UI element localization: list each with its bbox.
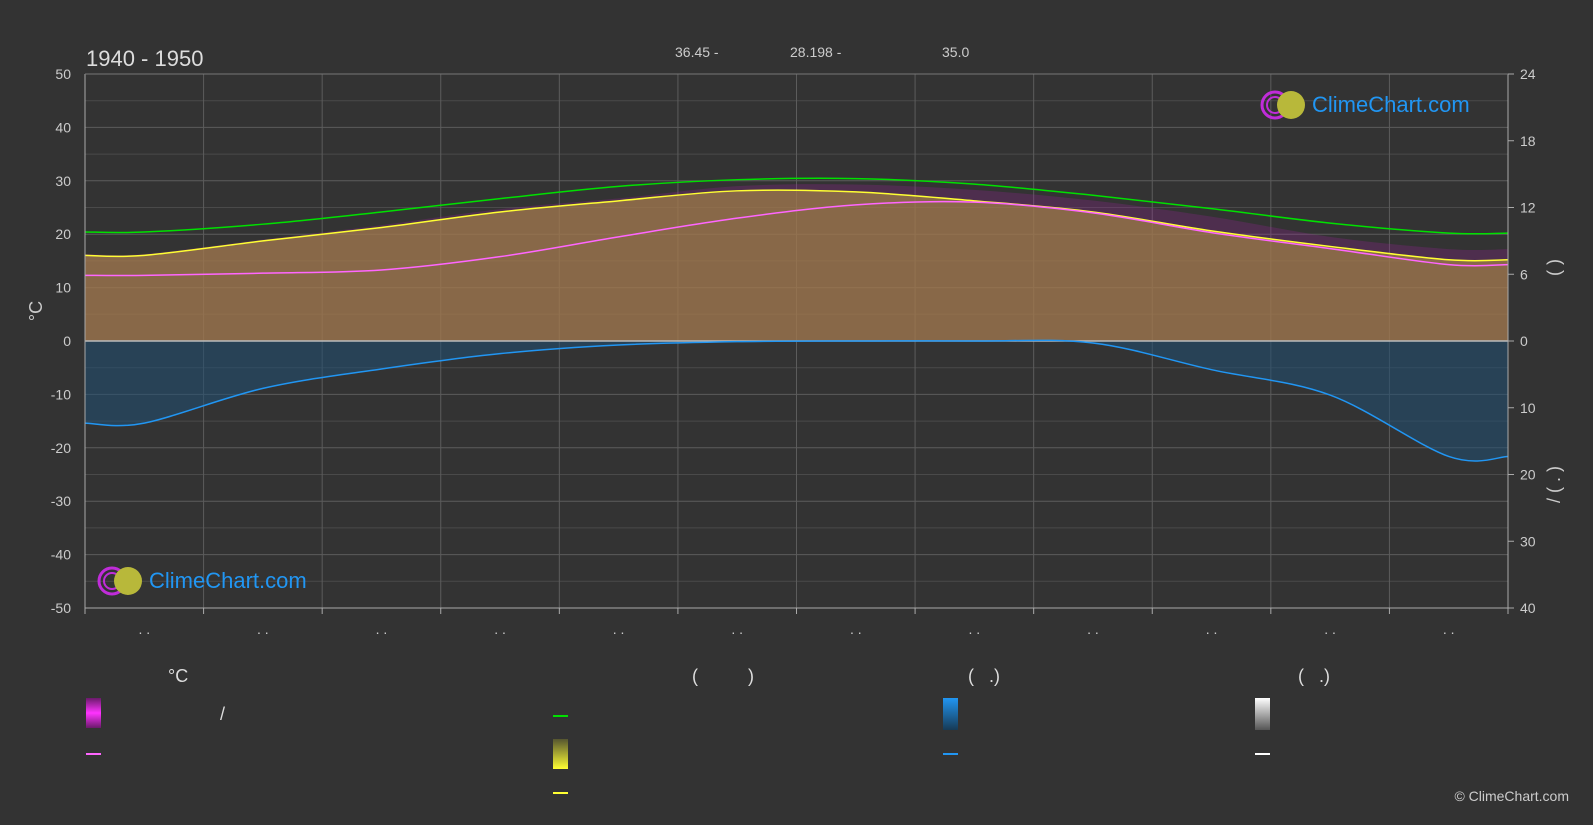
sunshine-area	[85, 190, 1508, 341]
x-tick-label: . .	[1087, 621, 1099, 637]
legend-temp-range-slash: /	[220, 704, 226, 724]
legend-daylight-line	[553, 715, 568, 717]
avg-temp-line	[84, 200, 1509, 277]
y-right-top-tick-label: 0	[1520, 333, 1528, 349]
y-right-bottom-tick-label: 20	[1520, 467, 1536, 483]
y-right-bottom-tick-label: 40	[1520, 600, 1536, 616]
climechart-logo-icon	[97, 566, 142, 596]
legend-snow-header: ( .)	[1298, 666, 1330, 686]
y-left-tick-label: -50	[51, 600, 71, 616]
x-tick-label: . .	[494, 621, 506, 637]
longitude-text: 28.198 -	[790, 44, 842, 60]
brand-logo-top[interactable]: ClimeChart.com	[1258, 88, 1470, 122]
x-tick-label: . .	[257, 621, 269, 637]
y-left-tick-label: -40	[51, 547, 71, 563]
elevation-text: 35.0	[942, 44, 970, 60]
x-tick-label: . .	[1324, 621, 1336, 637]
y-left-tick-label: -30	[51, 493, 71, 509]
y-left-tick-label: -10	[51, 386, 71, 402]
y-right-top-tick-label: 6	[1520, 266, 1528, 282]
x-tick-label: . .	[969, 621, 981, 637]
daylight-line	[84, 177, 1509, 235]
legend-temp-range-swatch	[86, 698, 101, 728]
y-right-bottom-axis-title: / ( . )	[1544, 466, 1564, 503]
y-right-bottom-tick-label: 10	[1520, 400, 1536, 416]
brand-name: ClimeChart.com	[1312, 92, 1470, 117]
x-tick-label: . .	[613, 621, 625, 637]
sunshine-line	[84, 189, 1509, 262]
y-left-tick-label: 0	[63, 333, 71, 349]
x-tick-label: . .	[1443, 621, 1455, 637]
legend-temperature-header: °C	[168, 666, 189, 686]
precipitation-area	[85, 340, 1508, 462]
y-left-tick-label: 50	[55, 66, 71, 82]
copyright-text: © ClimeChart.com	[1454, 788, 1569, 804]
legend-sunshine-line	[553, 792, 568, 794]
brand-name: ClimeChart.com	[149, 568, 307, 593]
y-right-top-tick-label: 24	[1520, 66, 1536, 82]
y-left-tick-label: -20	[51, 440, 71, 456]
brand-logo-bottom[interactable]: ClimeChart.com	[95, 564, 307, 598]
y-right-top-tick-label: 12	[1520, 200, 1536, 216]
x-tick-label: . .	[731, 621, 743, 637]
y-left-tick-label: 30	[55, 173, 71, 189]
x-tick-label: . .	[850, 621, 862, 637]
climechart-logo-icon	[1260, 90, 1305, 120]
legend-rain-header: ( .)	[968, 666, 1000, 686]
legend-snow-line	[1255, 753, 1270, 755]
legend-sunshine-swatch	[553, 739, 568, 769]
latitude-text: 36.45 -	[675, 44, 719, 60]
x-tick-label: . .	[376, 621, 388, 637]
period-title: 1940 - 1950	[86, 46, 204, 71]
temp-range-area	[85, 184, 1508, 341]
y-left-tick-label: 40	[55, 119, 71, 135]
y-left-tick-label: 10	[55, 280, 71, 296]
legend-rain-swatch	[943, 698, 958, 730]
precipitation-line	[84, 339, 1509, 462]
legend-precip-line	[943, 753, 958, 755]
legend-avg-temp-line	[86, 753, 101, 755]
legend-sunshine-header: ( )	[692, 666, 754, 686]
x-tick-label: . .	[138, 621, 150, 637]
y-left-axis-title: °C	[26, 301, 46, 321]
y-right-bottom-tick-label: 30	[1520, 533, 1536, 549]
y-right-top-axis-title: ( )	[1544, 259, 1564, 276]
legend-snow-swatch	[1255, 698, 1270, 730]
y-right-top-tick-label: 18	[1520, 133, 1536, 149]
x-tick-label: . .	[1206, 621, 1218, 637]
y-left-tick-label: 20	[55, 226, 71, 242]
